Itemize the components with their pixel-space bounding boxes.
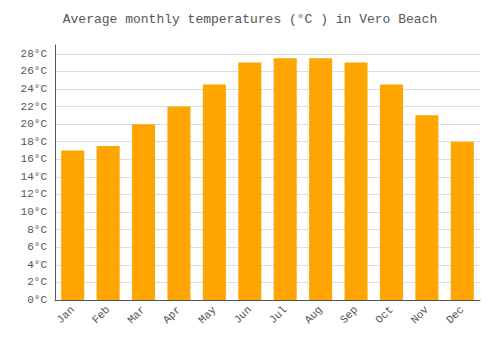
svg-text:22°C: 22°C	[21, 101, 48, 113]
svg-text:Apr: Apr	[161, 304, 183, 326]
svg-text:Nov: Nov	[409, 303, 432, 326]
svg-text:16°C: 16°C	[21, 153, 48, 165]
svg-text:Mar: Mar	[125, 304, 147, 326]
svg-text:14°C: 14°C	[21, 171, 48, 183]
svg-text:Aug: Aug	[302, 304, 324, 326]
svg-text:26°C: 26°C	[21, 65, 48, 77]
svg-text:20°C: 20°C	[21, 118, 48, 130]
svg-text:Sep: Sep	[338, 304, 360, 326]
svg-text:12°C: 12°C	[21, 188, 48, 200]
svg-text:6°C: 6°C	[27, 241, 47, 253]
svg-text:4°C: 4°C	[27, 259, 47, 271]
svg-text:2°C: 2°C	[27, 276, 47, 288]
svg-text:May: May	[196, 303, 219, 326]
svg-text:18°C: 18°C	[21, 136, 48, 148]
svg-text:8°C: 8°C	[27, 224, 47, 236]
svg-text:Average monthly temperatures (: Average monthly temperatures (°C ) in Ve…	[63, 12, 437, 27]
svg-text:Jul: Jul	[267, 304, 289, 326]
svg-text:Jun: Jun	[232, 304, 254, 326]
svg-text:10°C: 10°C	[21, 206, 48, 218]
svg-text:Feb: Feb	[90, 304, 112, 326]
svg-text:28°C: 28°C	[21, 48, 48, 60]
svg-text:24°C: 24°C	[21, 83, 48, 95]
svg-text:0°C: 0°C	[27, 294, 47, 306]
svg-text:Oct: Oct	[373, 304, 395, 326]
svg-text:Dec: Dec	[444, 304, 466, 326]
svg-text:Jan: Jan	[54, 304, 76, 326]
